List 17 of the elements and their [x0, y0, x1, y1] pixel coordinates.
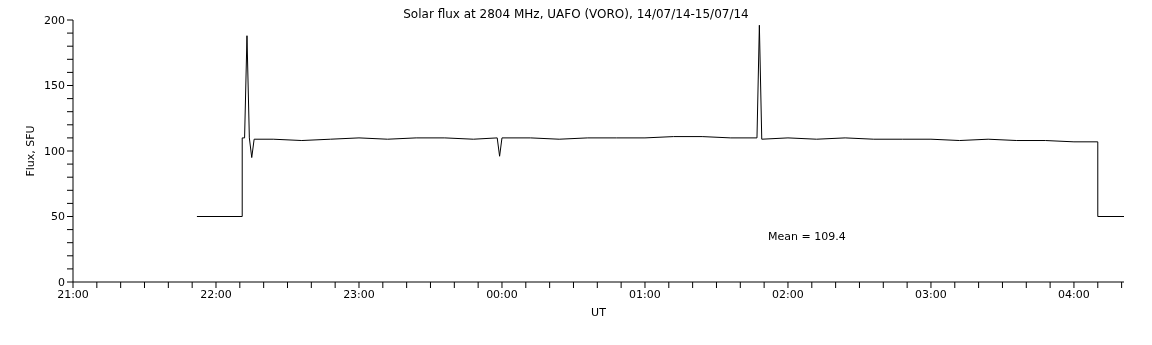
x-tick-label: 21:00 [57, 287, 89, 301]
x-tick-label: 00:00 [486, 287, 518, 301]
chart-title: Solar flux at 2804 MHz, UAFO (VORO), 14/07/14-15/07/14 [403, 7, 749, 21]
y-tick-label: 100 [44, 144, 65, 158]
x-tick-label: 03:00 [915, 287, 947, 301]
y-axis-title: Flux, SFU [23, 125, 37, 177]
y-tick-label: 50 [51, 210, 65, 224]
x-axis-title: UT [591, 306, 607, 319]
x-tick-label: 01:00 [629, 287, 661, 301]
x-tick-label: 02:00 [772, 287, 804, 301]
y-tick-label: 150 [44, 79, 65, 93]
x-tick-label: 22:00 [200, 287, 232, 301]
x-tick-label: 04:00 [1058, 287, 1090, 301]
annotation: Mean = 109.4 [768, 230, 846, 243]
x-tick-label: 23:00 [343, 287, 375, 301]
y-tick-label: 0 [58, 275, 65, 289]
y-tick-label: 200 [44, 13, 65, 27]
